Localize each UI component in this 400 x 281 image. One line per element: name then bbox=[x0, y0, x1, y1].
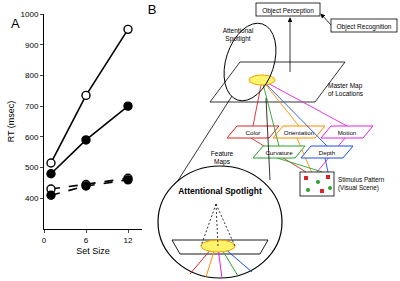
svg-text:Master Map: Master Map bbox=[328, 82, 363, 90]
svg-text:900: 900 bbox=[25, 41, 39, 50]
svg-text:Orientation: Orientation bbox=[284, 129, 315, 136]
svg-text:800: 800 bbox=[25, 71, 39, 80]
svg-text:400: 400 bbox=[25, 194, 39, 203]
svg-text:700: 700 bbox=[25, 102, 39, 111]
svg-text:0: 0 bbox=[42, 236, 47, 245]
svg-text:Curvature: Curvature bbox=[265, 149, 293, 156]
svg-text:6: 6 bbox=[84, 236, 89, 245]
svg-text:Motion: Motion bbox=[338, 129, 357, 136]
svg-text:Object Recognition: Object Recognition bbox=[337, 23, 392, 31]
svg-text:B: B bbox=[148, 2, 157, 17]
svg-text:500: 500 bbox=[25, 163, 39, 172]
svg-text:1000: 1000 bbox=[21, 10, 39, 19]
svg-text:Attentional Spotlight: Attentional Spotlight bbox=[178, 186, 262, 196]
svg-text:A: A bbox=[11, 16, 20, 31]
svg-text:12: 12 bbox=[124, 236, 133, 245]
svg-text:Set Size: Set Size bbox=[76, 246, 110, 256]
svg-text:Depth: Depth bbox=[319, 149, 336, 156]
svg-text:RT (msec): RT (msec) bbox=[6, 101, 16, 143]
svg-text:Stimulus Pattern: Stimulus Pattern bbox=[338, 176, 385, 183]
svg-text:Maps: Maps bbox=[214, 158, 231, 166]
svg-text:600: 600 bbox=[25, 133, 39, 142]
svg-text:(Visual Scene): (Visual Scene) bbox=[338, 184, 379, 192]
svg-text:of Locations: of Locations bbox=[328, 90, 364, 97]
svg-text:Color: Color bbox=[246, 129, 261, 136]
svg-text:Attentional: Attentional bbox=[223, 27, 254, 34]
svg-text:Feature: Feature bbox=[211, 150, 234, 157]
svg-text:Spotlight: Spotlight bbox=[225, 35, 250, 43]
svg-text:Object Perception: Object Perception bbox=[262, 7, 314, 15]
